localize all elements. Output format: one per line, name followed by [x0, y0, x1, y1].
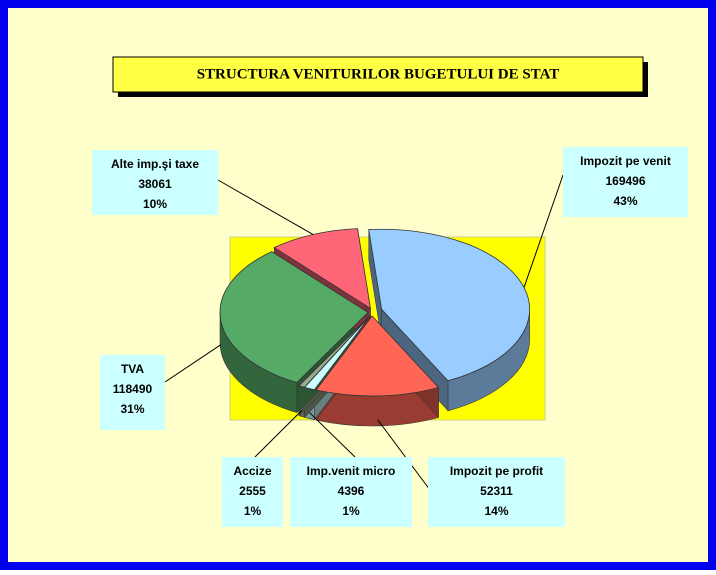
value-label: 169496 — [605, 174, 645, 188]
leader-line — [377, 419, 431, 491]
value-label: 52311 — [480, 484, 513, 498]
leader-line — [309, 412, 356, 458]
title-box — [112, 56, 644, 93]
label-box — [290, 457, 412, 527]
leader-line — [217, 179, 314, 235]
category-label: Accize — [233, 464, 271, 478]
label-box — [428, 457, 565, 527]
value-label: 38061 — [138, 177, 172, 191]
slice — [315, 315, 440, 397]
value-label: 4396 — [338, 484, 365, 498]
slice — [298, 315, 371, 388]
category-label: Alte imp.şi taxe — [111, 157, 199, 171]
slice — [219, 251, 369, 384]
label-box — [563, 147, 688, 217]
value-label: 118490 — [113, 382, 153, 396]
percent-label: 1% — [342, 504, 360, 518]
label-box — [222, 457, 283, 527]
category-label: Imp.venit micro — [307, 464, 396, 478]
leader-line — [164, 344, 222, 383]
leader-line — [254, 410, 303, 458]
category-label: TVA — [121, 362, 144, 376]
chart-title: STRUCTURA VENITURILOR BUGETULUI DE STAT — [197, 66, 560, 82]
label-box — [100, 355, 165, 430]
percent-label: 31% — [120, 402, 144, 416]
leader-line — [523, 174, 564, 288]
value-label: 2555 — [239, 484, 266, 498]
percent-label: 14% — [484, 504, 508, 518]
label-box — [92, 150, 218, 215]
percent-label: 10% — [143, 197, 167, 211]
category-label: Impozit pe profit — [450, 464, 543, 478]
percent-label: 43% — [613, 194, 637, 208]
category-label: Impozit pe venit — [580, 154, 671, 168]
percent-label: 1% — [244, 504, 262, 518]
slice — [368, 228, 530, 382]
